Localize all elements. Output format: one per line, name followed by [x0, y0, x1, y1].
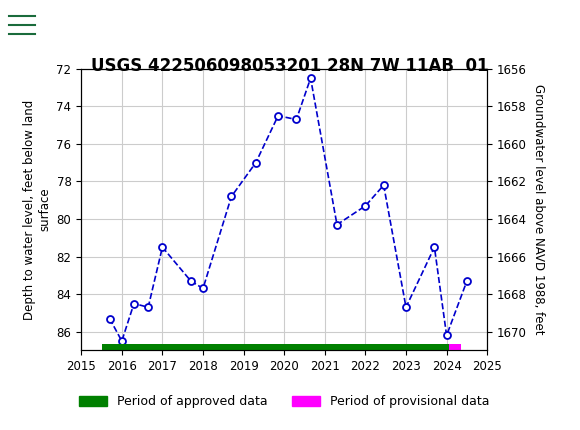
Text: USGS 422506098053201 28N 7W 11AB  01: USGS 422506098053201 28N 7W 11AB 01 — [91, 57, 489, 75]
Text: USGS: USGS — [41, 14, 96, 31]
Y-axis label: Depth to water level, feet below land
surface: Depth to water level, feet below land su… — [23, 99, 51, 320]
Y-axis label: Groundwater level above NAVD 1988, feet: Groundwater level above NAVD 1988, feet — [532, 84, 545, 335]
Legend: Period of approved data, Period of provisional data: Period of approved data, Period of provi… — [73, 389, 495, 415]
